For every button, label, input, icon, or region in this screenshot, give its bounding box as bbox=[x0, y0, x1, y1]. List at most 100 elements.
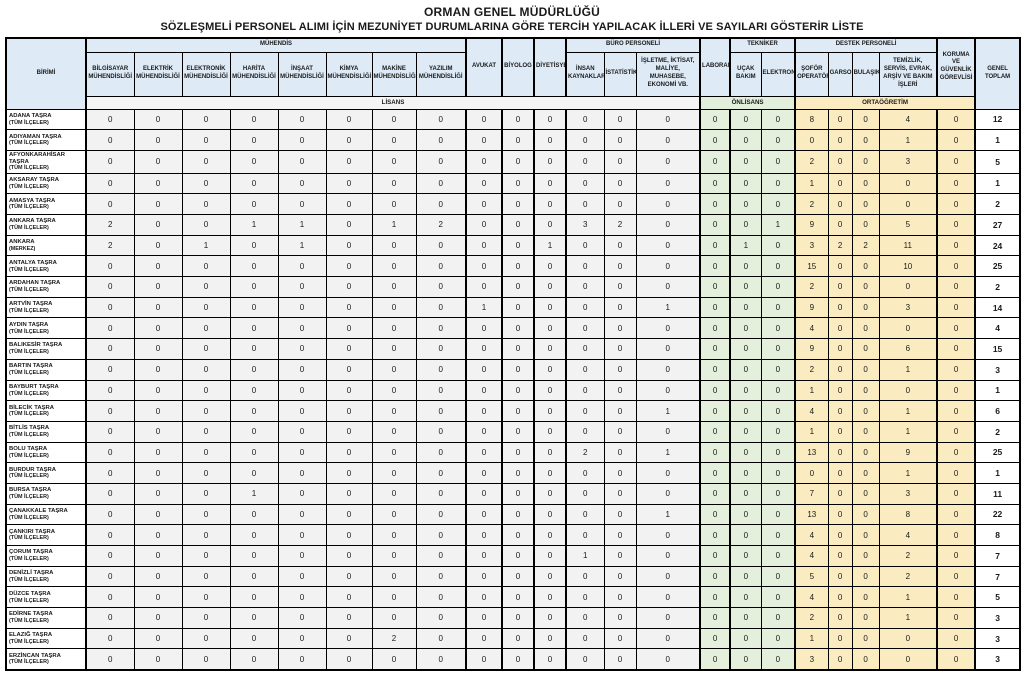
value-cell: 0 bbox=[729, 296, 762, 319]
value-cell: 0 bbox=[85, 108, 135, 131]
value-cell: 0 bbox=[229, 193, 279, 216]
value-cell: 5 bbox=[794, 565, 829, 588]
value-cell: 0 bbox=[533, 338, 567, 360]
value-cell: 0 bbox=[827, 255, 853, 278]
value-cell: 0 bbox=[533, 379, 567, 402]
value-cell: 0 bbox=[325, 627, 373, 650]
value-cell: 0 bbox=[501, 586, 535, 609]
unit-scope: (TÜM İLÇELER) bbox=[9, 369, 49, 376]
value-cell: 0 bbox=[181, 462, 231, 484]
value-cell: 0 bbox=[699, 524, 731, 547]
total-cell: 12 bbox=[974, 108, 1021, 131]
value-cell: 0 bbox=[760, 358, 796, 381]
value-cell: 0 bbox=[699, 627, 731, 650]
value-cell: 0 bbox=[465, 565, 503, 588]
value-cell: 0 bbox=[465, 317, 503, 340]
table-row: BURDUR TAŞRA (TÜM İLÇELER) 0 0 0 0 0 0 0 0 0 0 0 0 0 0 0… bbox=[5, 462, 1021, 484]
column-header-yazilim: YAZILIM MÜHENDİSLİĞİ bbox=[415, 51, 467, 97]
value-cell: 0 bbox=[85, 129, 135, 151]
table-row: DÜZCE TAŞRA (TÜM İLÇELER) 0 0 0 0 0 0 0 0 0 0 0 0 0 0 0 0… bbox=[5, 586, 1021, 609]
value-cell: 0 bbox=[277, 462, 327, 484]
value-cell: 0 bbox=[371, 276, 417, 298]
total-cell: 5 bbox=[974, 149, 1021, 174]
unit-scope: (TÜM İLÇELER) bbox=[9, 535, 49, 542]
value-cell: 0 bbox=[635, 379, 701, 402]
value-cell: 0 bbox=[85, 338, 135, 360]
value-cell: 0 bbox=[133, 503, 183, 526]
value-cell: 0 bbox=[699, 648, 731, 671]
value-cell: 0 bbox=[794, 129, 829, 151]
value-cell: 0 bbox=[465, 607, 503, 629]
unit-name: ADANA TAŞRA bbox=[9, 112, 52, 119]
value-cell: 0 bbox=[229, 503, 279, 526]
value-cell: 0 bbox=[936, 255, 976, 278]
value-cell: 15 bbox=[794, 255, 829, 278]
column-header-elektrik: ELEKTRİK MÜHENDİSLİĞİ bbox=[133, 51, 183, 97]
value-cell: 0 bbox=[325, 400, 373, 422]
value-cell: 0 bbox=[181, 338, 231, 360]
value-cell: 0 bbox=[565, 296, 605, 319]
value-cell: 0 bbox=[181, 607, 231, 629]
value-cell: 0 bbox=[501, 172, 535, 195]
unit-cell: ADANA TAŞRA (TÜM İLÇELER) bbox=[5, 108, 87, 131]
unit-scope: (TÜM İLÇELER) bbox=[9, 556, 49, 563]
value-cell: 2 bbox=[371, 627, 417, 650]
value-cell: 0 bbox=[827, 441, 853, 464]
value-cell: 0 bbox=[827, 400, 853, 422]
value-cell: 0 bbox=[936, 482, 976, 505]
value-cell: 0 bbox=[85, 441, 135, 464]
unit-cell: DENİZLİ TAŞRA (TÜM İLÇELER) bbox=[5, 565, 87, 588]
value-cell: 0 bbox=[229, 379, 279, 402]
value-cell: 0 bbox=[635, 586, 701, 609]
value-cell: 0 bbox=[603, 338, 637, 360]
value-cell: 0 bbox=[533, 648, 567, 671]
value-cell: 0 bbox=[729, 545, 762, 567]
value-cell: 4 bbox=[794, 400, 829, 422]
column-header-bulasikci: BULAŞIKÇI bbox=[851, 51, 880, 97]
value-cell: 0 bbox=[465, 172, 503, 195]
value-cell: 0 bbox=[415, 379, 467, 402]
value-cell: 0 bbox=[635, 214, 701, 236]
value-cell: 0 bbox=[133, 462, 183, 484]
band-ortaogretim: ORTAÖĞRETİM bbox=[794, 95, 976, 110]
value-cell: 0 bbox=[465, 234, 503, 257]
value-cell: 0 bbox=[699, 420, 731, 443]
value-cell: 1 bbox=[794, 379, 829, 402]
value-cell: 0 bbox=[827, 338, 853, 360]
value-cell: 0 bbox=[699, 482, 731, 505]
unit-name: ÇORUM TAŞRA bbox=[9, 549, 53, 556]
value-cell: 1 bbox=[878, 400, 938, 422]
group-header-muhendis: MÜHENDİS bbox=[84, 37, 467, 53]
column-header-harita: HARİTA MÜHENDİSLİĞİ bbox=[229, 51, 279, 97]
unit-cell: ANTALYA TAŞRA (TÜM İLÇELER) bbox=[5, 255, 87, 278]
value-cell: 0 bbox=[699, 462, 731, 484]
value-cell: 0 bbox=[699, 338, 731, 360]
table-row: EDİRNE TAŞRA (TÜM İLÇELER) 0 0 0 0 0 0 0 0 0 0 0 0 0 0 0… bbox=[5, 607, 1021, 629]
unit-name: ÇANKIRI TAŞRA bbox=[9, 528, 56, 535]
value-cell: 0 bbox=[133, 338, 183, 360]
value-cell: 0 bbox=[501, 627, 535, 650]
unit-name: AYDIN TAŞRA bbox=[9, 321, 49, 328]
value-cell: 0 bbox=[229, 317, 279, 340]
value-cell: 0 bbox=[827, 172, 853, 195]
value-cell: 0 bbox=[827, 482, 853, 505]
value-cell: 0 bbox=[851, 255, 880, 278]
value-cell: 0 bbox=[133, 296, 183, 319]
value-cell: 0 bbox=[635, 149, 701, 174]
value-cell: 0 bbox=[229, 129, 279, 151]
value-cell: 0 bbox=[699, 317, 731, 340]
value-cell: 0 bbox=[851, 358, 880, 381]
value-cell: 0 bbox=[277, 276, 327, 298]
value-cell: 0 bbox=[501, 338, 535, 360]
unit-name: ANKARA bbox=[9, 239, 35, 246]
value-cell: 0 bbox=[851, 149, 880, 174]
value-cell: 0 bbox=[465, 276, 503, 298]
value-cell: 0 bbox=[229, 338, 279, 360]
value-cell: 0 bbox=[325, 234, 373, 257]
unit-scope: (TÜM İLÇELER) bbox=[9, 165, 49, 172]
table-row: BİTLİS TAŞRA (TÜM İLÇELER) 0 0 0 0 0 0 0 0 0 0 0 0 0 0 0… bbox=[5, 420, 1021, 443]
table-row: ADANA TAŞRA (TÜM İLÇELER) 0 0 0 0 0 0 0 0 0 0 0 0 0 0 0 0… bbox=[5, 108, 1021, 131]
value-cell: 1 bbox=[878, 358, 938, 381]
value-cell: 0 bbox=[760, 193, 796, 216]
value-cell: 1 bbox=[878, 420, 938, 443]
